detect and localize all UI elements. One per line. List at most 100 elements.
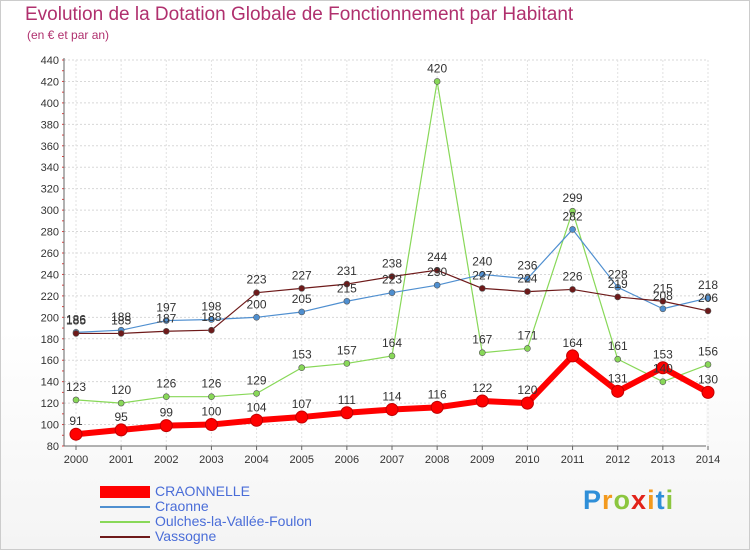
- y-tick-label: 280: [41, 227, 59, 239]
- data-point-0: [204, 418, 218, 432]
- data-label: 131: [608, 371, 628, 385]
- data-point-3: [524, 288, 531, 295]
- data-point-1: [704, 294, 712, 302]
- data-label: 120: [111, 383, 131, 397]
- data-label: 126: [201, 377, 221, 391]
- data-label: 200: [247, 297, 267, 311]
- y-tick-label: 160: [41, 355, 59, 367]
- data-label: 91: [69, 414, 83, 428]
- data-label: 116: [428, 387, 447, 401]
- data-label: 208: [653, 289, 673, 303]
- legend-swatch: [100, 486, 150, 498]
- data-label: 153: [653, 348, 673, 362]
- data-point-2: [659, 378, 667, 385]
- data-point-3: [253, 289, 260, 296]
- data-point-0: [520, 396, 534, 410]
- y-tick-label: 100: [41, 420, 59, 432]
- data-point-3: [162, 327, 170, 335]
- data-label: 126: [156, 377, 176, 391]
- legend-swatch: [100, 506, 150, 508]
- data-point-2: [433, 78, 441, 85]
- data-point-0: [340, 406, 354, 420]
- chart-subtitle: (en € et par an): [27, 28, 110, 42]
- data-label: 227: [292, 268, 312, 282]
- data-label: 185: [111, 313, 131, 327]
- legend-swatch: [100, 536, 150, 538]
- data-point-3: [72, 330, 80, 337]
- data-point-0: [385, 403, 399, 417]
- data-label: 120: [517, 383, 537, 397]
- data-point-2: [208, 393, 215, 400]
- data-point-2: [388, 352, 396, 360]
- data-label: 130: [698, 372, 718, 386]
- y-tick-label: 180: [41, 334, 59, 346]
- y-tick-label: 400: [41, 98, 59, 110]
- data-label: 153: [292, 348, 312, 362]
- data-label: 197: [156, 301, 176, 315]
- y-tick-label: 320: [41, 184, 59, 196]
- data-label: 123: [66, 380, 86, 394]
- data-point-2: [253, 390, 260, 397]
- data-point-3: [569, 286, 576, 293]
- y-tick-label: 200: [41, 312, 59, 324]
- x-tick-label: 2003: [199, 454, 223, 466]
- data-point-2: [72, 396, 80, 404]
- data-point-2: [117, 399, 125, 407]
- data-label: 99: [160, 406, 174, 420]
- data-label: 299: [563, 191, 583, 205]
- data-point-3: [388, 273, 396, 280]
- data-label: 215: [337, 281, 357, 295]
- y-tick-label: 360: [41, 141, 59, 153]
- data-point-1: [298, 308, 306, 316]
- data-label: 218: [698, 278, 718, 292]
- data-point-3: [208, 326, 215, 334]
- data-label: 240: [472, 254, 492, 268]
- data-label: 223: [382, 273, 402, 287]
- data-point-0: [475, 394, 489, 408]
- x-tick-label: 2008: [425, 454, 449, 466]
- data-label: 420: [427, 61, 447, 75]
- legend-label: Oulches-la-Vallée-Foulon: [155, 513, 312, 529]
- legend-swatch: [100, 521, 150, 523]
- y-tick-label: 220: [41, 291, 59, 303]
- data-point-1: [614, 284, 622, 291]
- data-point-2: [704, 361, 712, 368]
- data-point-2: [524, 345, 531, 352]
- y-tick-label: 340: [41, 162, 59, 174]
- y-tick-label: 300: [41, 205, 59, 217]
- x-tick-label: 2009: [470, 454, 494, 466]
- y-tick-label: 240: [41, 269, 59, 281]
- brand-letter: x: [631, 485, 648, 515]
- data-label: 164: [563, 336, 583, 350]
- data-label: 140: [653, 362, 673, 376]
- data-point-1: [388, 289, 396, 296]
- data-point-3: [704, 307, 712, 315]
- data-label: 231: [337, 264, 357, 278]
- x-tick-label: 2011: [561, 454, 585, 466]
- data-point-1: [208, 316, 215, 323]
- data-point-2: [569, 207, 576, 215]
- data-label: 198: [201, 299, 221, 313]
- data-point-1: [433, 281, 441, 289]
- brand-letter: P: [583, 485, 603, 515]
- data-point-0: [114, 423, 128, 437]
- brand-letter: o: [613, 485, 632, 515]
- data-label: 215: [653, 281, 673, 295]
- x-tick-label: 2013: [651, 454, 675, 466]
- y-tick-label: 120: [41, 398, 59, 410]
- data-label: 171: [517, 328, 537, 342]
- data-point-3: [298, 285, 306, 292]
- y-tick-label: 80: [47, 441, 59, 453]
- data-point-0: [159, 419, 173, 433]
- y-tick-label: 380: [41, 119, 59, 131]
- x-tick-label: 2006: [335, 454, 359, 466]
- data-label: 95: [114, 410, 128, 424]
- data-point-0: [295, 410, 309, 424]
- data-point-1: [524, 275, 531, 283]
- data-label: 238: [382, 257, 402, 271]
- x-tick-label: 2004: [244, 454, 268, 466]
- data-point-0: [656, 361, 670, 375]
- x-tick-label: 2000: [64, 454, 88, 466]
- data-label: 157: [337, 343, 357, 357]
- data-label: 104: [247, 400, 267, 414]
